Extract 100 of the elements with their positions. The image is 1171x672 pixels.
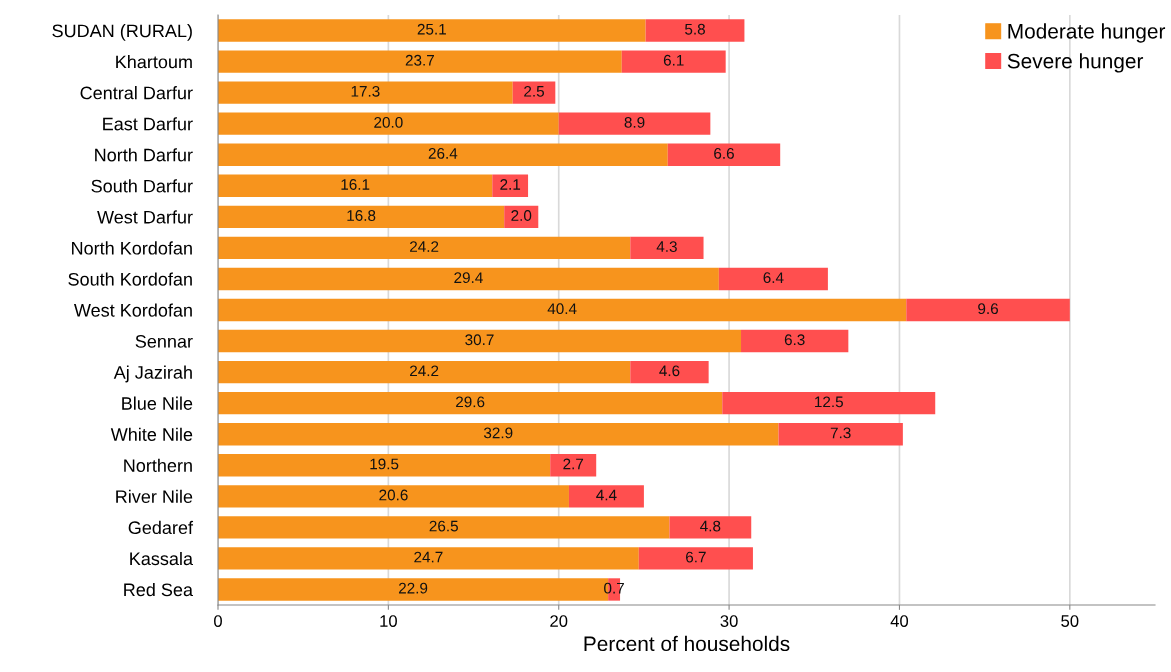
bar xyxy=(218,423,779,446)
y-tick-label: River Nile xyxy=(116,489,193,504)
y-tick-label: West Darfur xyxy=(97,210,193,224)
bar xyxy=(218,516,670,539)
bar xyxy=(741,329,849,353)
y-tick-label: West Kordofan xyxy=(73,303,192,317)
bar xyxy=(218,547,639,570)
text: 22.9 xyxy=(398,582,428,594)
bar xyxy=(218,81,513,104)
y-tick-label: North Darfur xyxy=(95,148,193,162)
y-tick-label: South Kordofan xyxy=(68,272,192,286)
bar xyxy=(218,174,493,197)
text: 2.0 xyxy=(511,210,532,221)
text: 40.4 xyxy=(547,303,577,315)
bar xyxy=(218,19,646,42)
bar xyxy=(638,547,753,570)
text: 6.1 xyxy=(663,54,684,66)
x-tick-label: 20 xyxy=(550,615,568,627)
bar xyxy=(630,360,709,384)
text: 24.2 xyxy=(410,365,439,377)
text: 23.7 xyxy=(405,54,434,66)
y-tick-label: Central Darfur xyxy=(80,86,193,100)
text: 5.8 xyxy=(685,23,705,35)
bar xyxy=(718,267,828,291)
text: 16.1 xyxy=(341,179,370,190)
text: 4.6 xyxy=(659,365,680,377)
text: 6.7 xyxy=(686,551,706,563)
bar xyxy=(568,485,644,508)
bar xyxy=(218,50,622,73)
text: 2.1 xyxy=(500,179,521,190)
bar xyxy=(218,329,742,353)
bar xyxy=(492,174,529,197)
x-tick-label: 0 xyxy=(214,615,222,627)
y-tick-label: Blue Nile xyxy=(122,396,193,410)
text: 20.6 xyxy=(379,489,408,501)
text: 26.5 xyxy=(429,520,458,532)
y-tick-label: Aj Jazirah xyxy=(113,365,192,383)
bar xyxy=(722,391,936,415)
text: 7.3 xyxy=(830,427,851,439)
bar xyxy=(218,391,723,415)
text: 17.3 xyxy=(351,85,380,97)
text: 29.6 xyxy=(456,396,485,408)
text: 4.3 xyxy=(656,241,677,252)
x-tick-label: 50 xyxy=(1061,615,1079,627)
text: 6.4 xyxy=(763,272,784,284)
bar xyxy=(906,298,1070,322)
y-tick-label: Red Sea xyxy=(124,582,193,597)
bar xyxy=(550,454,597,477)
text: 25.1 xyxy=(417,23,446,35)
text: 2.5 xyxy=(524,85,544,97)
y-tick-label: SUDAN (RURAL) xyxy=(52,23,192,41)
text: 32.9 xyxy=(483,427,513,439)
text: 6.6 xyxy=(714,148,734,159)
text: 20.0 xyxy=(374,116,403,128)
y-tick-label: Northern xyxy=(124,458,192,472)
text: 2.7 xyxy=(563,458,584,470)
x-axis-title: Percent of households xyxy=(584,635,790,652)
bar xyxy=(630,236,704,260)
bar xyxy=(218,298,907,322)
y-tick-label: Sennar xyxy=(135,334,193,348)
bar xyxy=(558,112,711,135)
bar xyxy=(512,81,556,104)
legend-label: Severe hunger xyxy=(1007,53,1144,73)
y-tick-label: White Nile xyxy=(110,427,193,441)
bar xyxy=(504,205,539,229)
text: 24.7 xyxy=(414,551,443,563)
text: 24.2 xyxy=(410,241,439,252)
text: 29.4 xyxy=(454,272,483,284)
bar xyxy=(218,236,631,260)
bar xyxy=(218,267,719,291)
y-tick-label: Kassala xyxy=(130,551,193,566)
text: 19.5 xyxy=(370,458,399,470)
y-tick-label: East Darfur xyxy=(103,117,193,131)
bar xyxy=(218,454,551,477)
text: 6.3 xyxy=(784,334,805,346)
x-tick-label: 30 xyxy=(720,615,738,627)
bar xyxy=(218,360,631,384)
text: 30.7 xyxy=(465,334,494,346)
bar xyxy=(621,50,726,73)
text: 4.8 xyxy=(700,520,721,532)
text: 12.5 xyxy=(815,396,843,408)
x-tick-label: 10 xyxy=(380,615,397,627)
y-tick-label: Khartoum xyxy=(116,55,192,69)
text: 9.6 xyxy=(978,303,998,315)
bar xyxy=(218,112,559,135)
bar xyxy=(778,423,903,446)
bar xyxy=(669,516,752,539)
y-tick-label: North Kordofan xyxy=(72,241,192,255)
bar xyxy=(218,485,569,508)
text: 26.4 xyxy=(428,148,458,159)
bar xyxy=(218,143,668,166)
bar xyxy=(218,205,505,229)
text: 4.4 xyxy=(596,489,617,501)
x-tick-label: 40 xyxy=(890,615,909,627)
bar xyxy=(645,19,745,42)
text: 8.9 xyxy=(624,116,645,128)
legend-label: Moderate hunger xyxy=(1008,23,1166,43)
text: 16.8 xyxy=(347,210,376,221)
y-tick-label: South Darfur xyxy=(91,179,193,193)
bar xyxy=(667,143,781,166)
